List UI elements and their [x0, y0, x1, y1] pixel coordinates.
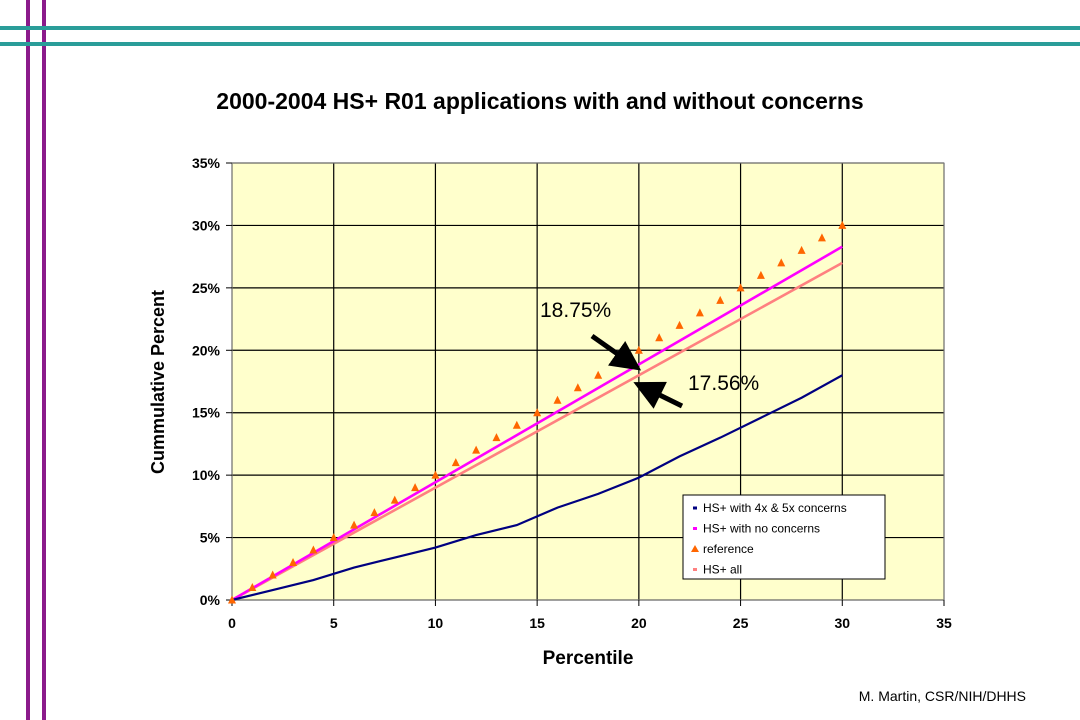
x-tick-label: 25 [733, 615, 749, 631]
legend-label-3: reference [703, 542, 754, 556]
chart-title: 2000-2004 HS+ R01 applications with and … [216, 88, 864, 114]
reference-point [594, 370, 603, 379]
annotation-arrow-2 [633, 381, 684, 409]
reference-point [736, 283, 745, 292]
legend-swatch-1 [693, 506, 697, 510]
annotation-label-1: 18.75% [540, 299, 611, 322]
reference-point [472, 445, 481, 454]
x-tick-label: 10 [428, 615, 444, 631]
plot-border [231, 162, 945, 601]
reference-point [451, 458, 460, 467]
x-tick-label: 15 [529, 615, 545, 631]
reference-point [289, 558, 298, 567]
x-axis-title: Percentile [543, 648, 634, 669]
reference-point [675, 320, 684, 329]
reference-point [411, 483, 420, 492]
legend-swatch-3 [691, 545, 699, 552]
axis-ticks: 0 5 10 15 20 25 30 35 0% 5% 10% 15% 20% 25% 30% 35% [192, 155, 952, 631]
series-line-2 [231, 245, 843, 602]
left-decorative-bar-1 [26, 0, 30, 720]
y-tick-label: 20% [192, 342, 221, 358]
reference-point [248, 583, 257, 592]
reference-point [533, 408, 542, 417]
annotation-label-2: 17.56% [688, 372, 759, 395]
annotation-arrow-1 [590, 333, 642, 371]
x-tick-label: 0 [228, 615, 236, 631]
reference-point [573, 383, 582, 392]
y-tick-label: 30% [192, 217, 221, 233]
top-decorative-bar-2 [0, 42, 1080, 46]
legend-swatch-4 [693, 568, 697, 571]
reference-point [512, 420, 521, 429]
y-tick-label: 10% [192, 467, 221, 483]
reference-point [817, 233, 826, 242]
grid-lines [231, 162, 945, 601]
reference-point [268, 570, 277, 579]
x-tick-label: 20 [631, 615, 647, 631]
reference-point [370, 508, 379, 517]
series-line-4 [231, 261, 843, 602]
reference-point [390, 495, 399, 504]
series-layer [228, 220, 847, 604]
legend: HS+ with 4x & 5x concerns HS+ with no con… [682, 494, 886, 580]
credit-text: M. Martin, CSR/NIH/DHHS [858, 688, 1026, 704]
legend-label-1: HS+ with 4x & 5x concerns [703, 501, 847, 515]
y-tick-label: 15% [192, 405, 221, 421]
reference-point [329, 533, 338, 542]
annotations: 18.75% 17.56% [540, 299, 759, 409]
legend-label-4: HS+ all [703, 563, 742, 577]
x-tick-label: 30 [834, 615, 850, 631]
y-tick-label: 0% [200, 592, 221, 608]
legend-box [682, 494, 886, 580]
y-axis-title: Cummulative Percent [148, 290, 168, 474]
reference-point [777, 258, 786, 267]
left-decorative-bar-2 [42, 0, 46, 720]
reference-point [492, 433, 501, 442]
series-line-1 [231, 374, 843, 602]
reference-point [431, 470, 440, 479]
reference-point [350, 520, 359, 529]
reference-point [838, 220, 847, 229]
reference-point [228, 595, 236, 604]
y-tick-label: 25% [192, 280, 221, 296]
y-tick-label: 5% [200, 530, 221, 546]
reference-point [797, 245, 806, 254]
reference-point [716, 295, 725, 304]
reference-point [655, 333, 664, 342]
top-decorative-bar-1 [0, 26, 1080, 30]
legend-swatch-2 [693, 527, 697, 530]
reference-point [553, 395, 562, 404]
reference-point [756, 270, 765, 279]
reference-point [695, 308, 704, 317]
reference-point [309, 545, 318, 554]
x-tick-label: 35 [936, 615, 952, 631]
legend-label-2: HS+ with no concerns [703, 522, 820, 536]
x-tick-label: 5 [330, 615, 338, 631]
y-tick-label: 35% [192, 155, 221, 171]
